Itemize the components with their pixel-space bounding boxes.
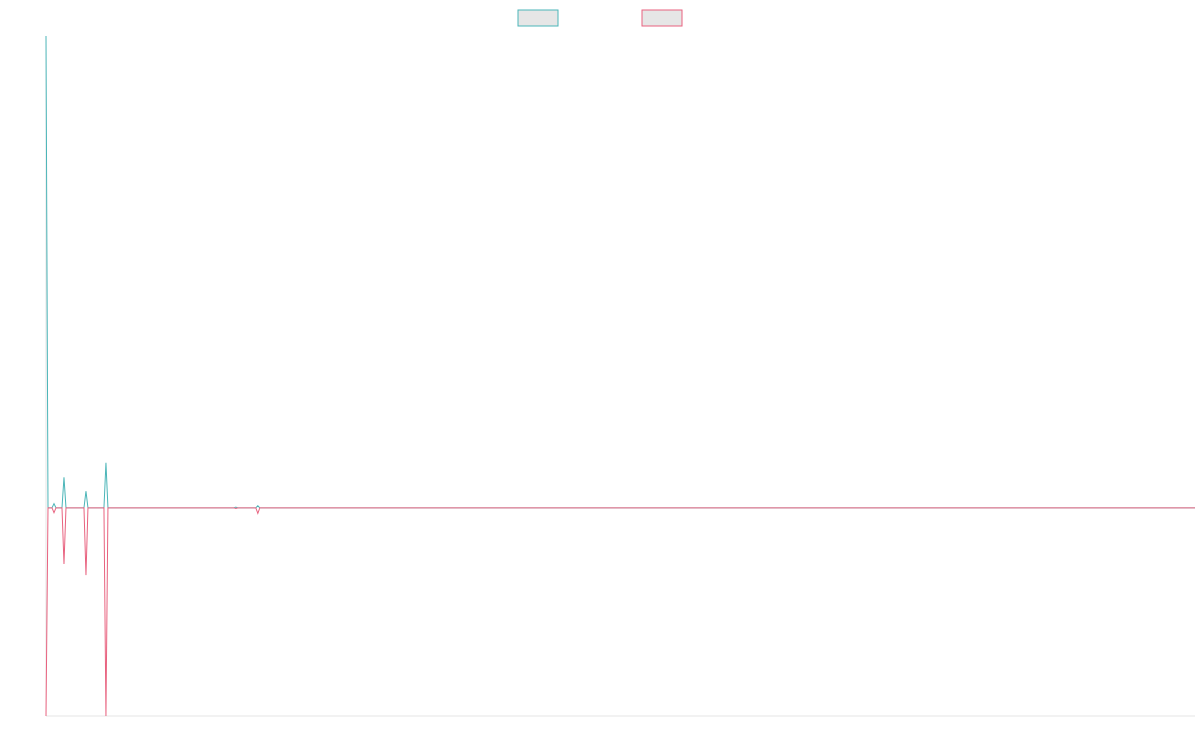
- legend-swatch-2[interactable]: [641, 9, 683, 27]
- legend[interactable]: [517, 9, 683, 27]
- series-2-line: [45, 507, 1195, 717]
- axes: [45, 36, 1195, 717]
- series-1: [45, 35, 1195, 509]
- legend-swatch-1[interactable]: [517, 9, 559, 27]
- series-2: [45, 507, 1195, 717]
- series-1-line: [45, 35, 1195, 509]
- plot-area: [45, 35, 1195, 717]
